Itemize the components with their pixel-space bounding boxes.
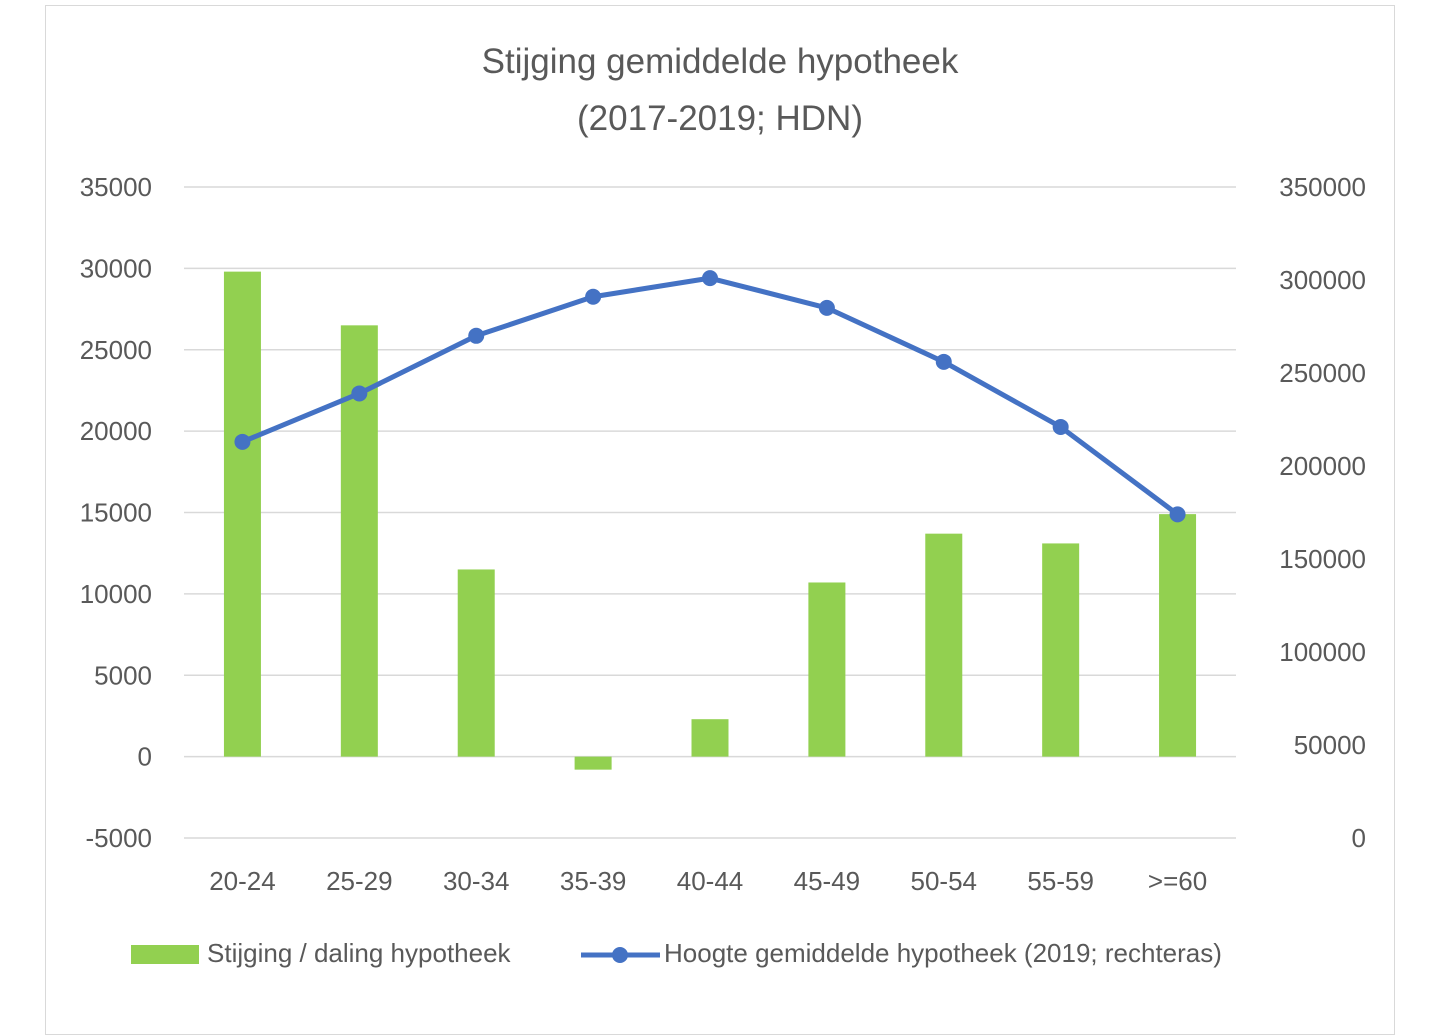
legend-bar-swatch <box>131 945 199 964</box>
category-label: 45-49 <box>794 866 861 896</box>
category-label: 40-44 <box>677 866 744 896</box>
left-tick-label: 20000 <box>80 416 152 446</box>
category-label: 30-34 <box>443 866 510 896</box>
line-point-20-24 <box>234 433 251 450</box>
left-tick-label: 0 <box>138 742 152 772</box>
line-point-30-34 <box>468 327 485 344</box>
bar-35-39 <box>574 756 612 770</box>
bar-50-54 <box>925 533 963 757</box>
right-tick-label: 300000 <box>1279 265 1366 295</box>
bar->=60 <box>1159 514 1197 757</box>
category-label: 50-54 <box>911 866 978 896</box>
line-point-40-44 <box>702 270 718 287</box>
left-tick-label: 5000 <box>94 660 152 690</box>
category-label: 55-59 <box>1027 866 1094 896</box>
right-tick-label: 50000 <box>1294 730 1366 760</box>
bar-55-59 <box>1042 543 1080 757</box>
line-point-50-54 <box>935 353 952 370</box>
left-tick-label: 25000 <box>80 335 152 365</box>
category-label: 35-39 <box>560 866 627 896</box>
category-label: 20-24 <box>209 866 276 896</box>
bar-30-34 <box>457 569 495 757</box>
right-tick-label: 0 <box>1352 823 1366 853</box>
line-point-25-29 <box>351 385 368 402</box>
legend-line-label: Hoogte gemiddelde hypotheek (2019; recht… <box>664 938 1222 968</box>
line-point-55-59 <box>1052 418 1069 435</box>
left-tick-label: 35000 <box>80 172 152 202</box>
left-tick-label: 15000 <box>80 498 152 528</box>
legend-bar-label: Stijging / daling hypotheek <box>207 938 512 968</box>
line-point->=60 <box>1169 506 1186 523</box>
line-point-45-49 <box>818 299 835 316</box>
left-tick-label: 10000 <box>80 579 152 609</box>
line-series <box>241 275 1180 517</box>
left-tick-label: 30000 <box>80 253 152 283</box>
right-tick-label: 250000 <box>1279 358 1366 388</box>
bar-20-24 <box>223 271 261 757</box>
right-tick-label: 350000 <box>1279 172 1366 202</box>
category-label: >=60 <box>1148 866 1207 896</box>
bar-45-49 <box>808 582 846 757</box>
line-point-35-39 <box>585 288 602 305</box>
right-tick-label: 150000 <box>1279 544 1366 574</box>
legend-line-marker <box>612 947 628 963</box>
chart-title-line-2: (2017-2019; HDN) <box>577 99 863 138</box>
bar-40-44 <box>691 719 729 757</box>
category-label: 25-29 <box>326 866 393 896</box>
right-tick-label: 100000 <box>1279 637 1366 667</box>
right-tick-label: 200000 <box>1279 451 1366 481</box>
chart-title-line-1: Stijging gemiddelde hypotheek <box>482 42 959 81</box>
left-tick-label: -5000 <box>86 823 153 853</box>
